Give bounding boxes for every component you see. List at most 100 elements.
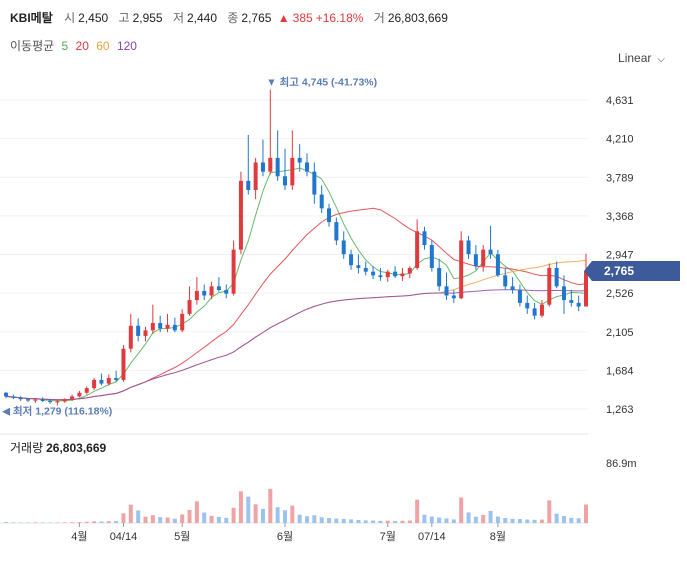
candle-body bbox=[341, 240, 346, 255]
candle bbox=[158, 315, 163, 333]
candle-body bbox=[312, 171, 317, 195]
candle bbox=[488, 225, 493, 259]
candle-body bbox=[576, 302, 581, 307]
volume-bar bbox=[451, 519, 456, 523]
candle bbox=[495, 249, 500, 278]
candle bbox=[319, 185, 324, 213]
candle bbox=[429, 240, 434, 272]
candle bbox=[246, 134, 251, 195]
candle bbox=[106, 374, 111, 386]
candle-body bbox=[444, 286, 449, 296]
volume-bar bbox=[253, 504, 258, 523]
candle bbox=[172, 317, 177, 333]
date-tick-label: 6월 bbox=[277, 530, 293, 543]
volume-bar bbox=[136, 510, 141, 523]
candle bbox=[356, 254, 361, 274]
price-tick-label: 4,631 bbox=[606, 95, 634, 107]
volume-bar bbox=[209, 515, 214, 523]
volume-bar bbox=[444, 518, 449, 523]
candle bbox=[312, 162, 317, 204]
candle bbox=[238, 171, 243, 255]
candle bbox=[561, 275, 566, 314]
candle-body bbox=[495, 254, 500, 276]
volume-bar bbox=[363, 520, 368, 523]
volume-bar bbox=[510, 518, 515, 523]
price-tick-label: 1,263 bbox=[606, 404, 634, 416]
candle bbox=[459, 231, 464, 300]
candle-body bbox=[18, 397, 23, 400]
volume-bar bbox=[128, 504, 133, 523]
candle-body bbox=[4, 392, 8, 397]
candle-body bbox=[503, 275, 508, 287]
candle bbox=[334, 217, 339, 246]
volume-bar bbox=[202, 512, 207, 523]
candle bbox=[40, 397, 45, 402]
volume-bar bbox=[282, 510, 287, 523]
volume-bar bbox=[106, 521, 111, 523]
candle-body bbox=[114, 378, 119, 380]
candle-body bbox=[429, 245, 434, 268]
date-tick-label: 07/14 bbox=[418, 531, 446, 543]
volume-label: 거 bbox=[373, 11, 385, 25]
ma-20-label: 20 bbox=[75, 39, 89, 53]
candle-body bbox=[334, 222, 339, 241]
candle-body bbox=[305, 162, 310, 172]
candle-body bbox=[378, 275, 383, 278]
low-price-note: ◀ 최저 1,279 (116.18%) bbox=[2, 405, 112, 418]
candle bbox=[385, 269, 390, 282]
candle bbox=[260, 139, 265, 177]
candle bbox=[378, 267, 383, 281]
volume-bar bbox=[238, 491, 243, 523]
candle-body bbox=[525, 302, 530, 309]
ma-120-label: 120 bbox=[116, 39, 137, 53]
volume-bar bbox=[517, 518, 522, 523]
volume-bar bbox=[319, 517, 324, 523]
candle-body bbox=[128, 325, 133, 349]
candle-body bbox=[547, 267, 552, 305]
candle-body bbox=[268, 157, 273, 172]
annotations: ▼ 최고 4,745 (-41.73%) ◀ 최저 1,279 (116.18%) bbox=[2, 76, 377, 418]
volume-bar bbox=[33, 522, 38, 523]
candle-body bbox=[136, 325, 141, 336]
candle bbox=[114, 370, 119, 382]
candle-body bbox=[393, 271, 398, 277]
volume-bar bbox=[40, 522, 45, 523]
scale-selector[interactable]: Linear ⌵ bbox=[618, 51, 665, 65]
volume-bar bbox=[55, 522, 60, 523]
candle-body bbox=[121, 348, 126, 380]
candle-body bbox=[363, 267, 368, 272]
candle-body bbox=[165, 324, 170, 329]
volume-bar bbox=[121, 513, 126, 523]
candle bbox=[275, 130, 280, 181]
candle bbox=[576, 295, 581, 312]
candle-body bbox=[584, 271, 588, 307]
candle-body bbox=[290, 157, 295, 186]
candle-body bbox=[260, 162, 265, 172]
candle-body bbox=[202, 290, 207, 296]
volume-bar bbox=[459, 497, 464, 523]
price-tick-label: 2,526 bbox=[606, 288, 634, 300]
candle bbox=[231, 240, 236, 296]
change-up-icon: ▲ bbox=[277, 11, 290, 25]
volume-bar bbox=[473, 516, 478, 523]
candle-body bbox=[349, 254, 354, 266]
candle bbox=[18, 396, 23, 402]
quote-header: KBI메탈 시 2,450 고 2,955 저 2,440 종 2,765 ▲ 385 +1… bbox=[10, 9, 451, 26]
candle-body bbox=[510, 286, 515, 291]
candle bbox=[77, 390, 82, 398]
price-tick-label: 2,105 bbox=[606, 327, 634, 339]
volume-bar bbox=[92, 521, 97, 523]
candle-body bbox=[517, 290, 522, 303]
volume-bar bbox=[327, 518, 332, 523]
candlesticks bbox=[4, 89, 588, 406]
change-percent: +16.18% bbox=[315, 11, 364, 25]
volume-bar bbox=[246, 496, 251, 523]
candle-body bbox=[532, 308, 537, 316]
candle bbox=[26, 398, 31, 402]
volume-bar bbox=[584, 504, 588, 523]
candle-body bbox=[473, 254, 478, 267]
volume-bar bbox=[62, 522, 67, 523]
volume-bar bbox=[275, 507, 280, 523]
candle bbox=[62, 398, 67, 403]
